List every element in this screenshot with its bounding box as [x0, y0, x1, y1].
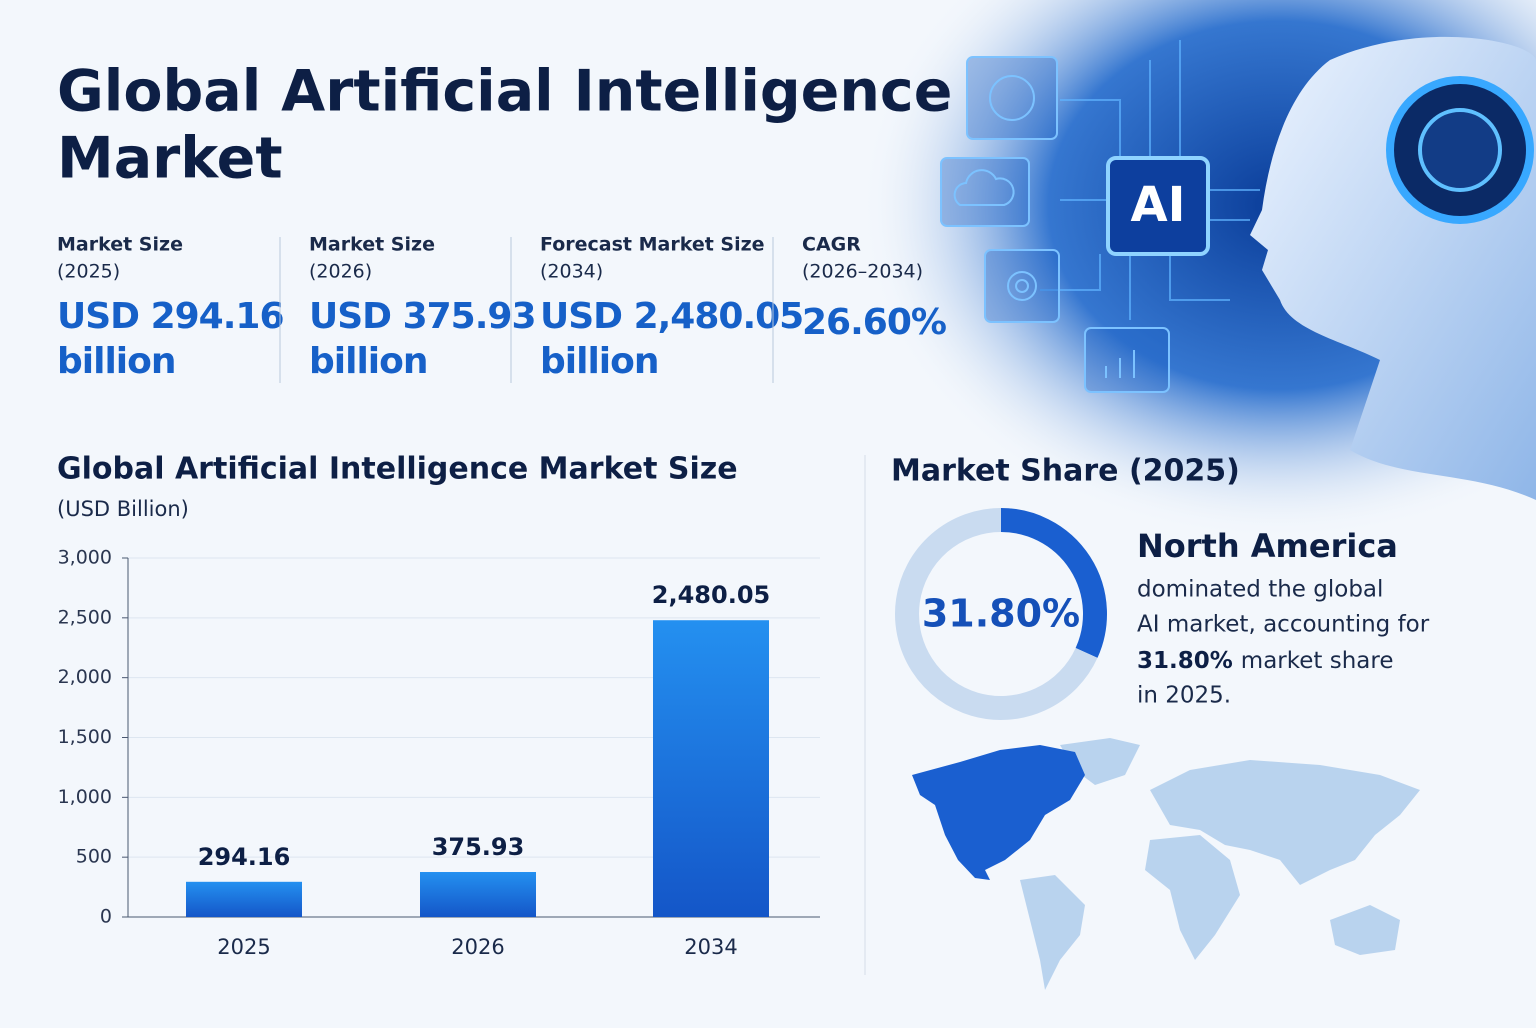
- share-highlight: 31.80%: [1137, 648, 1233, 674]
- chart-title: Market Share (2025): [891, 454, 1240, 489]
- y-tick-label: 3,000: [58, 547, 112, 569]
- stat-label: CAGR: [802, 234, 861, 256]
- stat-value: USD 375.93: [309, 296, 536, 337]
- y-tick-label: 2,500: [58, 606, 112, 628]
- circuits: [1040, 40, 1260, 320]
- stat-label: Market Size: [57, 234, 183, 256]
- share-text: 31.80% market share: [1137, 648, 1394, 674]
- stat-label: Market Size: [309, 234, 435, 256]
- stat-value: USD 2,480.05: [540, 296, 803, 337]
- stat-label: Forecast Market Size: [540, 234, 765, 256]
- value-label: 375.93: [432, 833, 525, 861]
- continents: [1020, 738, 1420, 990]
- x-tick-label: 2026: [451, 935, 504, 959]
- stats: Market Size(2025)USD 294.16billionMarket…: [57, 234, 947, 383]
- charts: Global Artificial Intelligence Market Si…: [57, 452, 1430, 960]
- stat-label: (2034): [540, 261, 603, 283]
- y-tick-label: 1,000: [58, 786, 112, 808]
- pie-segment: [1000, 508, 1107, 658]
- y-tick-label: 1,500: [58, 726, 112, 748]
- stat-label: (2026): [309, 261, 372, 283]
- x-tick-label: 2025: [217, 935, 270, 959]
- north-america: [912, 745, 1085, 880]
- center-label: 31.80%: [922, 592, 1080, 636]
- value-label: 2,480.05: [652, 581, 770, 609]
- chart-title: Global Artificial Intelligence Market Si…: [57, 452, 738, 487]
- stat-value: USD 294.16: [57, 296, 284, 337]
- share-text-part: market share: [1241, 648, 1394, 674]
- value-label: 294.16: [198, 843, 291, 871]
- robot-ear-inner: [1418, 108, 1502, 192]
- bar: [420, 872, 536, 917]
- bar: [653, 620, 769, 917]
- x-tick-label: 2034: [684, 935, 737, 959]
- ai-label: AI: [1130, 177, 1185, 233]
- title: Market: [57, 126, 283, 192]
- stat-value: billion: [540, 341, 659, 382]
- bar: [186, 881, 302, 917]
- world-map: [912, 738, 1420, 990]
- stat-value: billion: [309, 341, 428, 382]
- icon-boxes: [940, 56, 1170, 393]
- share-text: AI market, accounting for: [1137, 612, 1430, 638]
- share-text: dominated the global: [1137, 577, 1383, 603]
- stat-value: 26.60%: [802, 302, 946, 343]
- stat-label: (2026–2034): [802, 261, 923, 283]
- ai-chip: [1106, 156, 1210, 256]
- stat-label: (2025): [57, 261, 120, 283]
- chart-subtitle: (USD Billion): [57, 497, 189, 521]
- illustration: AI: [860, 0, 1536, 540]
- pie-segment: [895, 508, 1098, 720]
- region-name: North America: [1137, 527, 1398, 565]
- y-tick-label: 0: [100, 906, 112, 928]
- title: Global Artificial Intelligence: [57, 59, 952, 125]
- stat-value: billion: [57, 341, 176, 382]
- share-text: in 2025.: [1137, 683, 1231, 709]
- y-tick-label: 500: [76, 846, 112, 868]
- y-tick-label: 2,000: [58, 666, 112, 688]
